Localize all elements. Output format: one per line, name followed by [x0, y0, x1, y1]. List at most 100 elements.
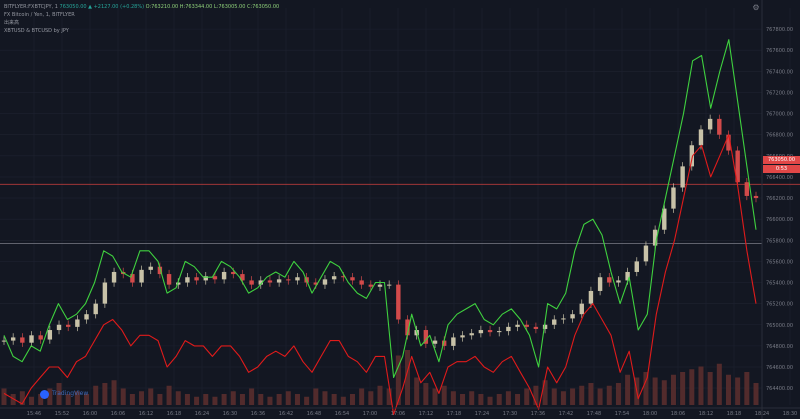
volume-bar — [496, 394, 502, 405]
volume-bar — [450, 391, 456, 405]
x-tick-label: 16:42 — [279, 411, 293, 417]
x-tick-label: 16:24 — [195, 411, 209, 417]
volume-bar — [120, 388, 126, 405]
candle-body — [634, 261, 639, 272]
x-tick-label: 16:06 — [111, 411, 125, 417]
y-tick-label: 764600.00 — [766, 365, 793, 371]
volume-bar — [84, 394, 90, 405]
volume-bar — [157, 394, 163, 405]
volume-bar — [469, 391, 475, 405]
x-tick-label: 17:06 — [391, 411, 405, 417]
candle-body — [10, 337, 16, 341]
candle-body — [185, 277, 190, 283]
candle-body — [148, 266, 153, 270]
volume-bar — [515, 394, 521, 405]
watermark-text: TradingView — [52, 390, 89, 397]
candle-body — [588, 290, 594, 304]
volume-bar — [579, 385, 585, 405]
candle-body — [341, 276, 346, 278]
volume-bar — [38, 394, 44, 405]
candle-body — [286, 279, 291, 281]
volume-bar — [29, 396, 35, 405]
volume-bar — [395, 355, 401, 405]
volume-bar — [230, 391, 236, 405]
candle-body — [47, 330, 53, 340]
volume-bar — [19, 391, 25, 405]
y-tick-label: 766000.00 — [766, 217, 793, 223]
volume-bar — [1, 388, 7, 405]
volume-bar — [652, 377, 658, 405]
volume-bar — [570, 388, 576, 405]
y-tick-label: 765200.00 — [766, 302, 793, 308]
symbol-line: BITFLYER:FXBTCJPY, 1 763050.00 ▲ +2127.0… — [4, 3, 279, 11]
candle-body — [130, 274, 135, 283]
candle-body — [203, 276, 208, 281]
candle-body — [607, 277, 612, 283]
y-tick-label: 765400.00 — [766, 281, 793, 287]
y-tick-label: 767200.00 — [766, 90, 793, 96]
volume-bar — [625, 374, 631, 405]
volume-bar — [588, 383, 594, 405]
volume-bar — [735, 377, 741, 405]
candle-body — [157, 266, 163, 275]
candle-body — [515, 324, 520, 327]
x-tick-label: 17:42 — [559, 411, 573, 417]
volume-bar — [533, 385, 539, 405]
volume-bar — [560, 391, 566, 405]
y-tick-label: 767400.00 — [766, 69, 793, 75]
volume-bar — [304, 396, 310, 405]
y-tick-label: 767000.00 — [766, 112, 793, 118]
candle-body — [231, 271, 236, 275]
volume-bar — [405, 350, 411, 405]
candle-body — [469, 333, 474, 336]
volume-bar — [331, 394, 337, 405]
candle-body — [102, 282, 108, 304]
volume-bar — [294, 394, 300, 405]
volume-bar — [129, 394, 135, 405]
candle-body — [680, 166, 685, 188]
volume-bar — [239, 394, 245, 405]
volume-bar — [184, 394, 190, 405]
volume-bar — [359, 388, 365, 405]
series-line-xbtusd — [3, 39, 757, 379]
x-tick-label: 17:18 — [447, 411, 461, 417]
candle-body — [322, 279, 328, 285]
current-price-tag: 763050.00 — [763, 156, 800, 164]
x-tick-label: 17:54 — [615, 411, 629, 417]
candle-body — [698, 129, 704, 146]
candle-body — [267, 280, 273, 283]
volume-bar — [441, 385, 447, 405]
volume-bar — [56, 383, 62, 405]
candle-body — [368, 284, 374, 287]
candle-body — [359, 280, 364, 285]
candle-body — [423, 330, 429, 344]
volume-bar — [340, 396, 346, 405]
volume-bar — [212, 396, 218, 405]
y-tick-label: 766200.00 — [766, 196, 793, 202]
x-tick-label: 18:00 — [643, 411, 657, 417]
candle-body — [258, 280, 263, 285]
volume-bar — [689, 369, 695, 405]
candle-body — [579, 303, 584, 315]
volume-bar — [643, 372, 649, 405]
volume-bar — [478, 394, 484, 405]
candle-body — [84, 314, 89, 320]
volume-bar — [102, 383, 108, 405]
x-tick-label: 15:52 — [55, 411, 69, 417]
candle-body — [506, 326, 511, 332]
volume-bar — [47, 388, 53, 405]
countdown-tag: 0:53 — [763, 165, 800, 173]
candle-body — [753, 195, 759, 199]
y-tick-label: 767800.00 — [766, 27, 793, 33]
x-tick-label: 17:12 — [419, 411, 433, 417]
candle-body — [295, 277, 300, 281]
gear-icon[interactable]: ⚙ — [752, 3, 760, 12]
volume-bar — [166, 385, 172, 405]
x-tick-label: 16:54 — [335, 411, 349, 417]
candle-body — [597, 277, 603, 291]
candle-body — [75, 319, 80, 327]
candle-body — [717, 118, 722, 135]
volume-bar — [414, 377, 420, 405]
volume-bar — [432, 388, 438, 405]
